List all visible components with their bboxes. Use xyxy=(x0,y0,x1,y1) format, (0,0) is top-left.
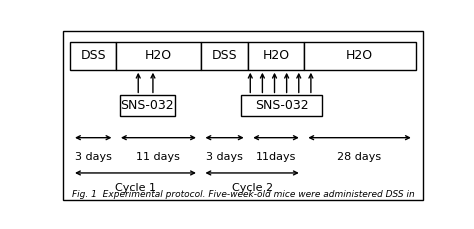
FancyBboxPatch shape xyxy=(120,95,175,116)
Text: H2O: H2O xyxy=(145,49,172,62)
Text: 28 days: 28 days xyxy=(337,152,382,162)
Text: H2O: H2O xyxy=(346,49,373,62)
FancyBboxPatch shape xyxy=(116,42,201,70)
Text: DSS: DSS xyxy=(212,49,237,62)
Text: 11 days: 11 days xyxy=(137,152,181,162)
FancyBboxPatch shape xyxy=(248,42,303,70)
Text: SNS-032: SNS-032 xyxy=(120,99,174,112)
Text: Cycle 2: Cycle 2 xyxy=(231,183,273,193)
FancyBboxPatch shape xyxy=(303,42,416,70)
Text: H2O: H2O xyxy=(263,49,290,62)
Text: SNS-032: SNS-032 xyxy=(255,99,308,112)
FancyBboxPatch shape xyxy=(70,42,116,70)
Text: Cycle 1: Cycle 1 xyxy=(115,183,156,193)
Text: 3 days: 3 days xyxy=(75,152,112,162)
Text: DSS: DSS xyxy=(81,49,106,62)
FancyBboxPatch shape xyxy=(241,95,322,116)
Text: Fig. 1  Experimental protocol. Five-week-old mice were administered DSS in: Fig. 1 Experimental protocol. Five-week-… xyxy=(72,190,414,199)
Text: 11days: 11days xyxy=(256,152,296,162)
Text: 3 days: 3 days xyxy=(206,152,243,162)
FancyBboxPatch shape xyxy=(201,42,248,70)
FancyBboxPatch shape xyxy=(63,31,423,200)
